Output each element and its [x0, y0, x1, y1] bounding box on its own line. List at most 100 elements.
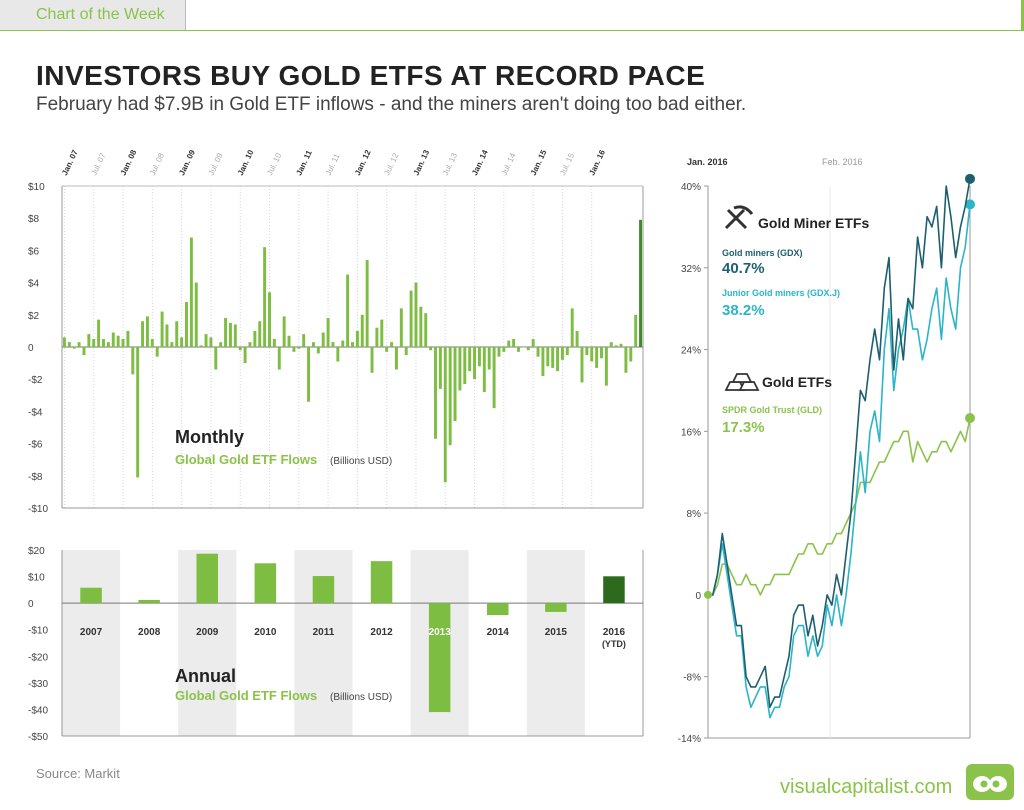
monthly-bar	[526, 347, 530, 351]
monthly-bar	[487, 347, 491, 370]
annual-category-label: 2012	[370, 627, 393, 638]
monthly-bar	[414, 282, 418, 347]
monthly-bar	[468, 347, 472, 372]
monthly-bar	[277, 347, 281, 370]
annual-bar	[603, 576, 625, 604]
monthly-bar	[575, 330, 579, 347]
returns-series-endpoint	[965, 173, 975, 184]
monthly-bar	[551, 347, 555, 368]
monthly-bar	[341, 340, 345, 347]
monthly-bar	[326, 318, 330, 347]
monthly-bar	[560, 347, 564, 360]
monthly-y-tick: -$2	[28, 375, 43, 386]
monthly-bar	[521, 347, 525, 348]
monthly-bar	[585, 347, 589, 356]
legend-gdx-value: 40.7%	[722, 260, 765, 277]
monthly-bar	[429, 347, 433, 351]
page-title: INVESTORS BUY GOLD ETFS AT RECORD PACE	[36, 60, 706, 91]
annual-subtitle: Global Gold ETF Flows	[175, 688, 317, 703]
returns-y-tick: -14%	[678, 734, 701, 745]
monthly-bar	[512, 338, 516, 347]
monthly-bar	[224, 318, 228, 347]
monthly-bar	[614, 345, 618, 347]
monthly-bar	[121, 338, 125, 347]
monthly-bar	[136, 347, 140, 478]
monthly-y-tick: -$10	[28, 504, 48, 515]
annual-category-label: 2011	[313, 627, 335, 638]
annual-category-label: 2015	[545, 627, 568, 638]
monthly-bar	[546, 347, 550, 367]
legend-gdxj-value: 38.2%	[722, 302, 765, 319]
monthly-bar	[311, 342, 315, 347]
monthly-x-tick: Jan. 11	[294, 148, 314, 176]
annual-bar	[254, 563, 277, 604]
monthly-bar	[370, 347, 374, 373]
annual-bar	[196, 553, 218, 604]
monthly-bar	[331, 342, 335, 347]
gold-etfs-heading: Gold ETFs	[762, 374, 832, 390]
monthly-bar	[355, 330, 359, 347]
annual-category-label: 2008	[138, 627, 161, 638]
monthly-bar	[482, 347, 486, 393]
monthly-y-tick: $8	[28, 214, 40, 225]
monthly-flows-chart: Jan. 07 Jul. 07 Jan. 08 Jul. 08 Jan. 09 Jul. …	[28, 148, 644, 515]
legend-gld-name: SPDR Gold Trust (GLD)	[722, 405, 822, 415]
monthly-x-tick: Jan. 14	[470, 148, 490, 177]
monthly-y-tick: -$4	[28, 407, 43, 418]
monthly-bar	[131, 347, 135, 375]
legend-gdxj-name: Junior Gold miners (GDX.J)	[722, 288, 840, 298]
monthly-bar	[424, 313, 428, 347]
monthly-bar	[321, 332, 325, 347]
annual-y-tick: -$40	[28, 705, 48, 716]
monthly-bar	[380, 319, 384, 347]
gold-bar-2	[738, 381, 760, 391]
monthly-x-tick: Jan. 09	[177, 148, 197, 177]
annual-category-label: 2016	[603, 627, 626, 638]
monthly-bar	[141, 321, 145, 347]
monthly-bar	[360, 314, 364, 347]
monthly-bar	[619, 343, 623, 347]
monthly-bar	[399, 308, 403, 347]
monthly-bar	[204, 334, 208, 347]
monthly-bar	[385, 347, 389, 352]
monthly-bar	[458, 347, 462, 391]
legend-gdx-name: Gold miners (GDX)	[722, 248, 803, 258]
monthly-bar	[477, 347, 481, 367]
monthly-bar	[116, 335, 120, 347]
source-note: Source: Markit	[36, 766, 120, 781]
annual-bar	[428, 603, 451, 713]
monthly-bar	[541, 347, 545, 376]
monthly-bar	[175, 321, 179, 347]
monthly-bar	[624, 347, 628, 373]
monthly-bar	[604, 347, 608, 386]
monthly-bar	[463, 347, 467, 385]
monthly-bar	[580, 347, 584, 383]
monthly-bar	[473, 347, 477, 380]
annual-bar	[545, 603, 567, 612]
annual-y-tick: 0	[28, 599, 34, 610]
monthly-bar	[292, 347, 296, 352]
annual-category-label: 2007	[80, 627, 103, 638]
monthly-x-tick: Jul. 12	[382, 151, 400, 177]
brand-link[interactable]: visualcapitalist.com	[780, 776, 953, 798]
monthly-bar	[185, 301, 188, 347]
monthly-bar	[62, 337, 66, 347]
returns-start-point	[704, 590, 712, 599]
monthly-bar	[639, 219, 643, 347]
monthly-bar	[194, 282, 198, 347]
annual-bar	[370, 561, 393, 604]
monthly-x-tick: Jan. 10	[236, 148, 256, 177]
returns-y-tick: 8%	[687, 509, 702, 520]
gold-bar-3	[731, 373, 753, 383]
monthly-x-tick: Jan. 15	[529, 148, 549, 177]
annual-bar	[312, 576, 335, 604]
monthly-bar	[375, 327, 379, 347]
monthly-bar	[102, 338, 105, 347]
returns-series-endpoint	[965, 199, 975, 210]
monthly-subtitle: Global Gold ETF Flows	[175, 452, 317, 467]
annual-unit: (Billions USD)	[330, 692, 392, 703]
monthly-bar	[590, 347, 594, 362]
monthly-x-tick: Jul. 09	[207, 151, 225, 177]
returns-x-tick: Jan. 2016	[687, 157, 728, 167]
